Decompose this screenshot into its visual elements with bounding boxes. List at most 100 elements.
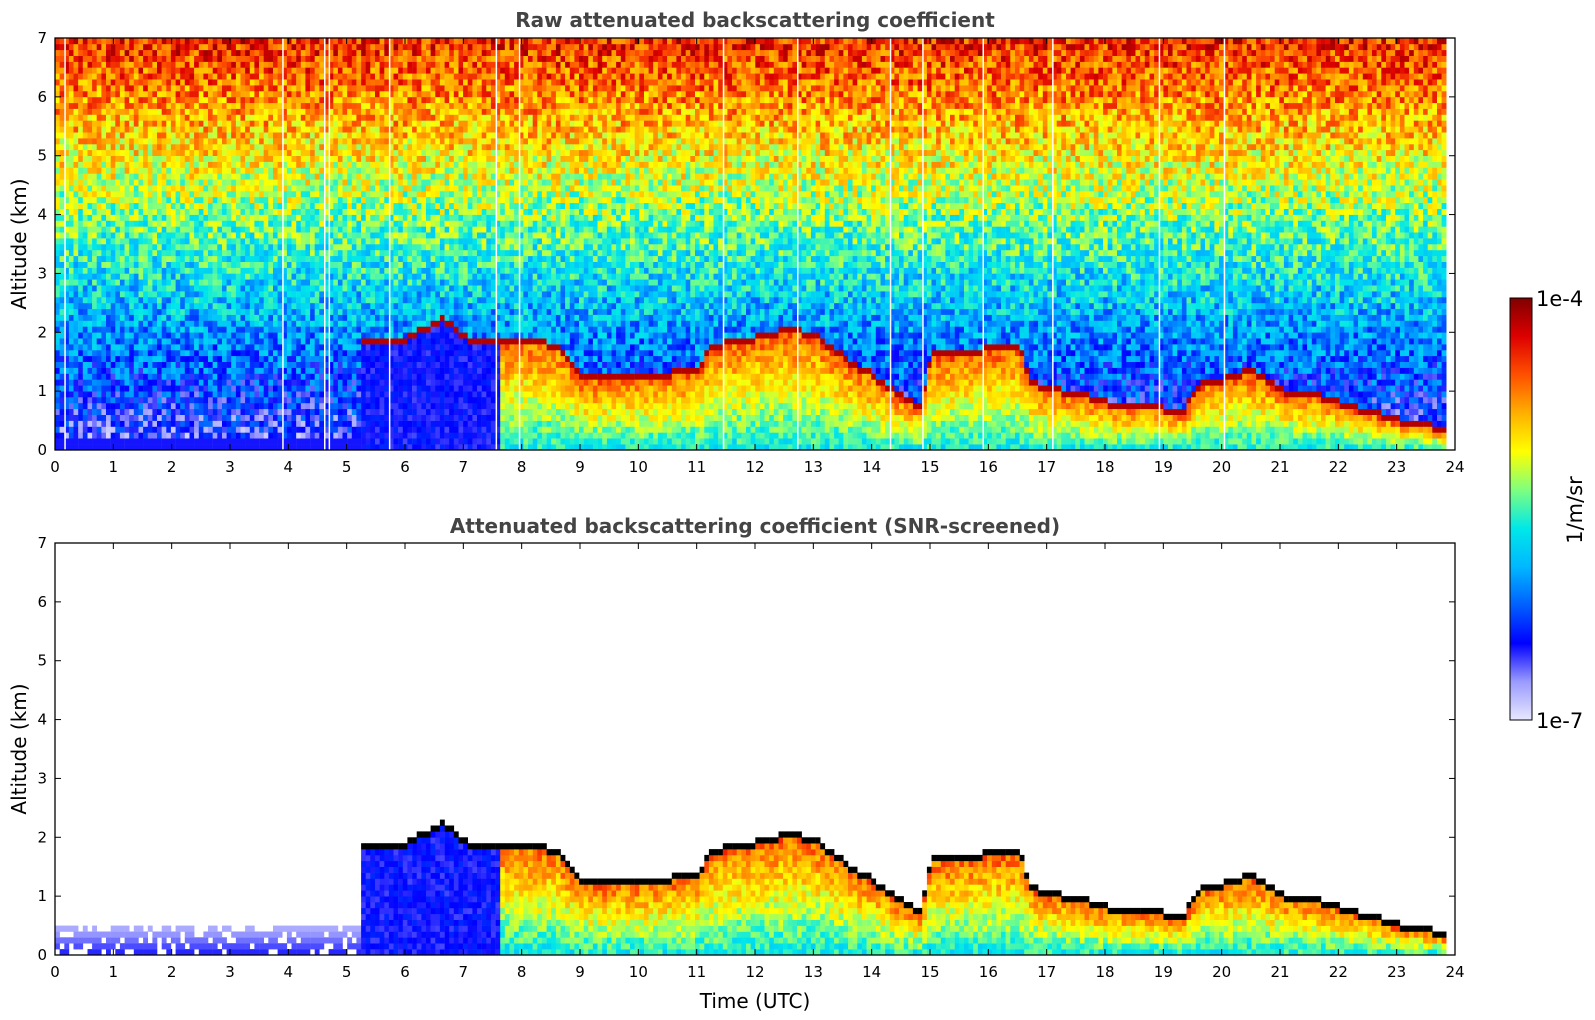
heatmap-cell	[101, 162, 106, 168]
heatmap-cell	[88, 150, 93, 156]
raw-heatmap	[55, 38, 1447, 450]
heatmap-cell	[74, 297, 79, 303]
heatmap-cell	[92, 109, 97, 115]
heatmap-cell	[92, 173, 97, 179]
heatmap-cell	[97, 50, 102, 56]
heatmap-cell	[92, 191, 97, 197]
heatmap-cell	[83, 326, 88, 332]
heatmap-cell	[88, 173, 93, 179]
heatmap-cell	[83, 56, 88, 62]
heatmap-cell	[60, 44, 65, 50]
heatmap-cell	[88, 315, 93, 321]
heatmap-cell	[60, 356, 65, 362]
heatmap-cell	[106, 309, 111, 315]
heatmap-cell	[78, 385, 83, 391]
heatmap-cell	[88, 385, 93, 391]
heatmap-cell	[106, 197, 111, 203]
heatmap-cell	[83, 309, 88, 315]
heatmap-cell	[92, 350, 97, 356]
heatmap-cell	[92, 50, 97, 56]
heatmap-cell	[55, 326, 60, 332]
heatmap-cell	[74, 103, 79, 109]
heatmap-cell	[55, 173, 60, 179]
heatmap-cell	[83, 168, 88, 174]
heatmap-cell	[78, 209, 83, 215]
heatmap-cell	[55, 97, 60, 103]
heatmap-cell	[83, 197, 88, 203]
heatmap-cell	[83, 138, 88, 144]
heatmap-cell	[74, 232, 79, 238]
heatmap-cell	[83, 232, 88, 238]
heatmap-cell	[60, 268, 65, 274]
heatmap-cell	[106, 215, 111, 221]
heatmap-cell	[78, 374, 83, 380]
heatmap-cell	[106, 338, 111, 344]
heatmap-cell	[97, 321, 102, 327]
heatmap-cell	[106, 326, 111, 332]
heatmap-cell	[92, 273, 97, 279]
heatmap-cell	[60, 256, 65, 262]
heatmap-cell	[92, 379, 97, 385]
heatmap-cell	[74, 273, 79, 279]
heatmap-cell	[83, 391, 88, 397]
heatmap-cell	[69, 203, 74, 209]
heatmap-cell	[69, 385, 74, 391]
heatmap-cell	[60, 168, 65, 174]
heatmap-cell	[88, 291, 93, 297]
heatmap-cell	[60, 438, 65, 444]
heatmap-cell	[60, 303, 65, 309]
heatmap-cell	[55, 268, 60, 274]
heatmap-cell	[74, 332, 79, 338]
heatmap-cell	[69, 397, 74, 403]
heatmap-cell	[97, 385, 102, 391]
heatmap-cell	[101, 226, 106, 232]
heatmap-cell	[78, 62, 83, 68]
heatmap-cell	[101, 120, 106, 126]
heatmap-cell	[106, 297, 111, 303]
heatmap-cell	[83, 109, 88, 115]
heatmap-cell	[69, 132, 74, 138]
heatmap-cell	[97, 332, 102, 338]
heatmap-cell	[88, 432, 93, 438]
heatmap-cell	[69, 297, 74, 303]
heatmap-cell	[78, 409, 83, 415]
heatmap-cell	[101, 362, 106, 368]
heatmap-cell	[88, 221, 93, 227]
heatmap-cell	[83, 356, 88, 362]
heatmap-cell	[83, 421, 88, 427]
heatmap-cell	[92, 391, 97, 397]
heatmap-cell	[97, 297, 102, 303]
heatmap-cell	[78, 238, 83, 244]
heatmap-cell	[78, 203, 83, 209]
heatmap-cell	[74, 362, 79, 368]
heatmap-cell	[97, 56, 102, 62]
heatmap-cell	[60, 97, 65, 103]
heatmap-cell	[106, 226, 111, 232]
heatmap-cell	[101, 38, 106, 44]
heatmap-cell	[69, 138, 74, 144]
heatmap-cell	[106, 421, 111, 427]
heatmap-cell	[97, 285, 102, 291]
heatmap-cell	[55, 285, 60, 291]
raw-backscatter-panel: Raw attenuated backscattering coefficien…	[7, 8, 1465, 476]
heatmap-cell	[101, 232, 106, 238]
heatmap-cell	[106, 168, 111, 174]
heatmap-cell	[83, 185, 88, 191]
heatmap-cell	[55, 85, 60, 91]
heatmap-cell	[69, 250, 74, 256]
heatmap-cell	[60, 209, 65, 215]
heatmap-cell	[83, 132, 88, 138]
heatmap-cell	[55, 291, 60, 297]
heatmap-cell	[97, 226, 102, 232]
heatmap-cell	[74, 438, 79, 444]
heatmap-cell	[83, 350, 88, 356]
heatmap-cell	[101, 103, 106, 109]
heatmap-cell	[101, 256, 106, 262]
heatmap-cell	[69, 185, 74, 191]
heatmap-cell	[88, 85, 93, 91]
heatmap-cell	[88, 279, 93, 285]
heatmap-cell	[60, 321, 65, 327]
heatmap-cell	[69, 438, 74, 444]
heatmap-cell	[74, 432, 79, 438]
heatmap-cell	[97, 344, 102, 350]
